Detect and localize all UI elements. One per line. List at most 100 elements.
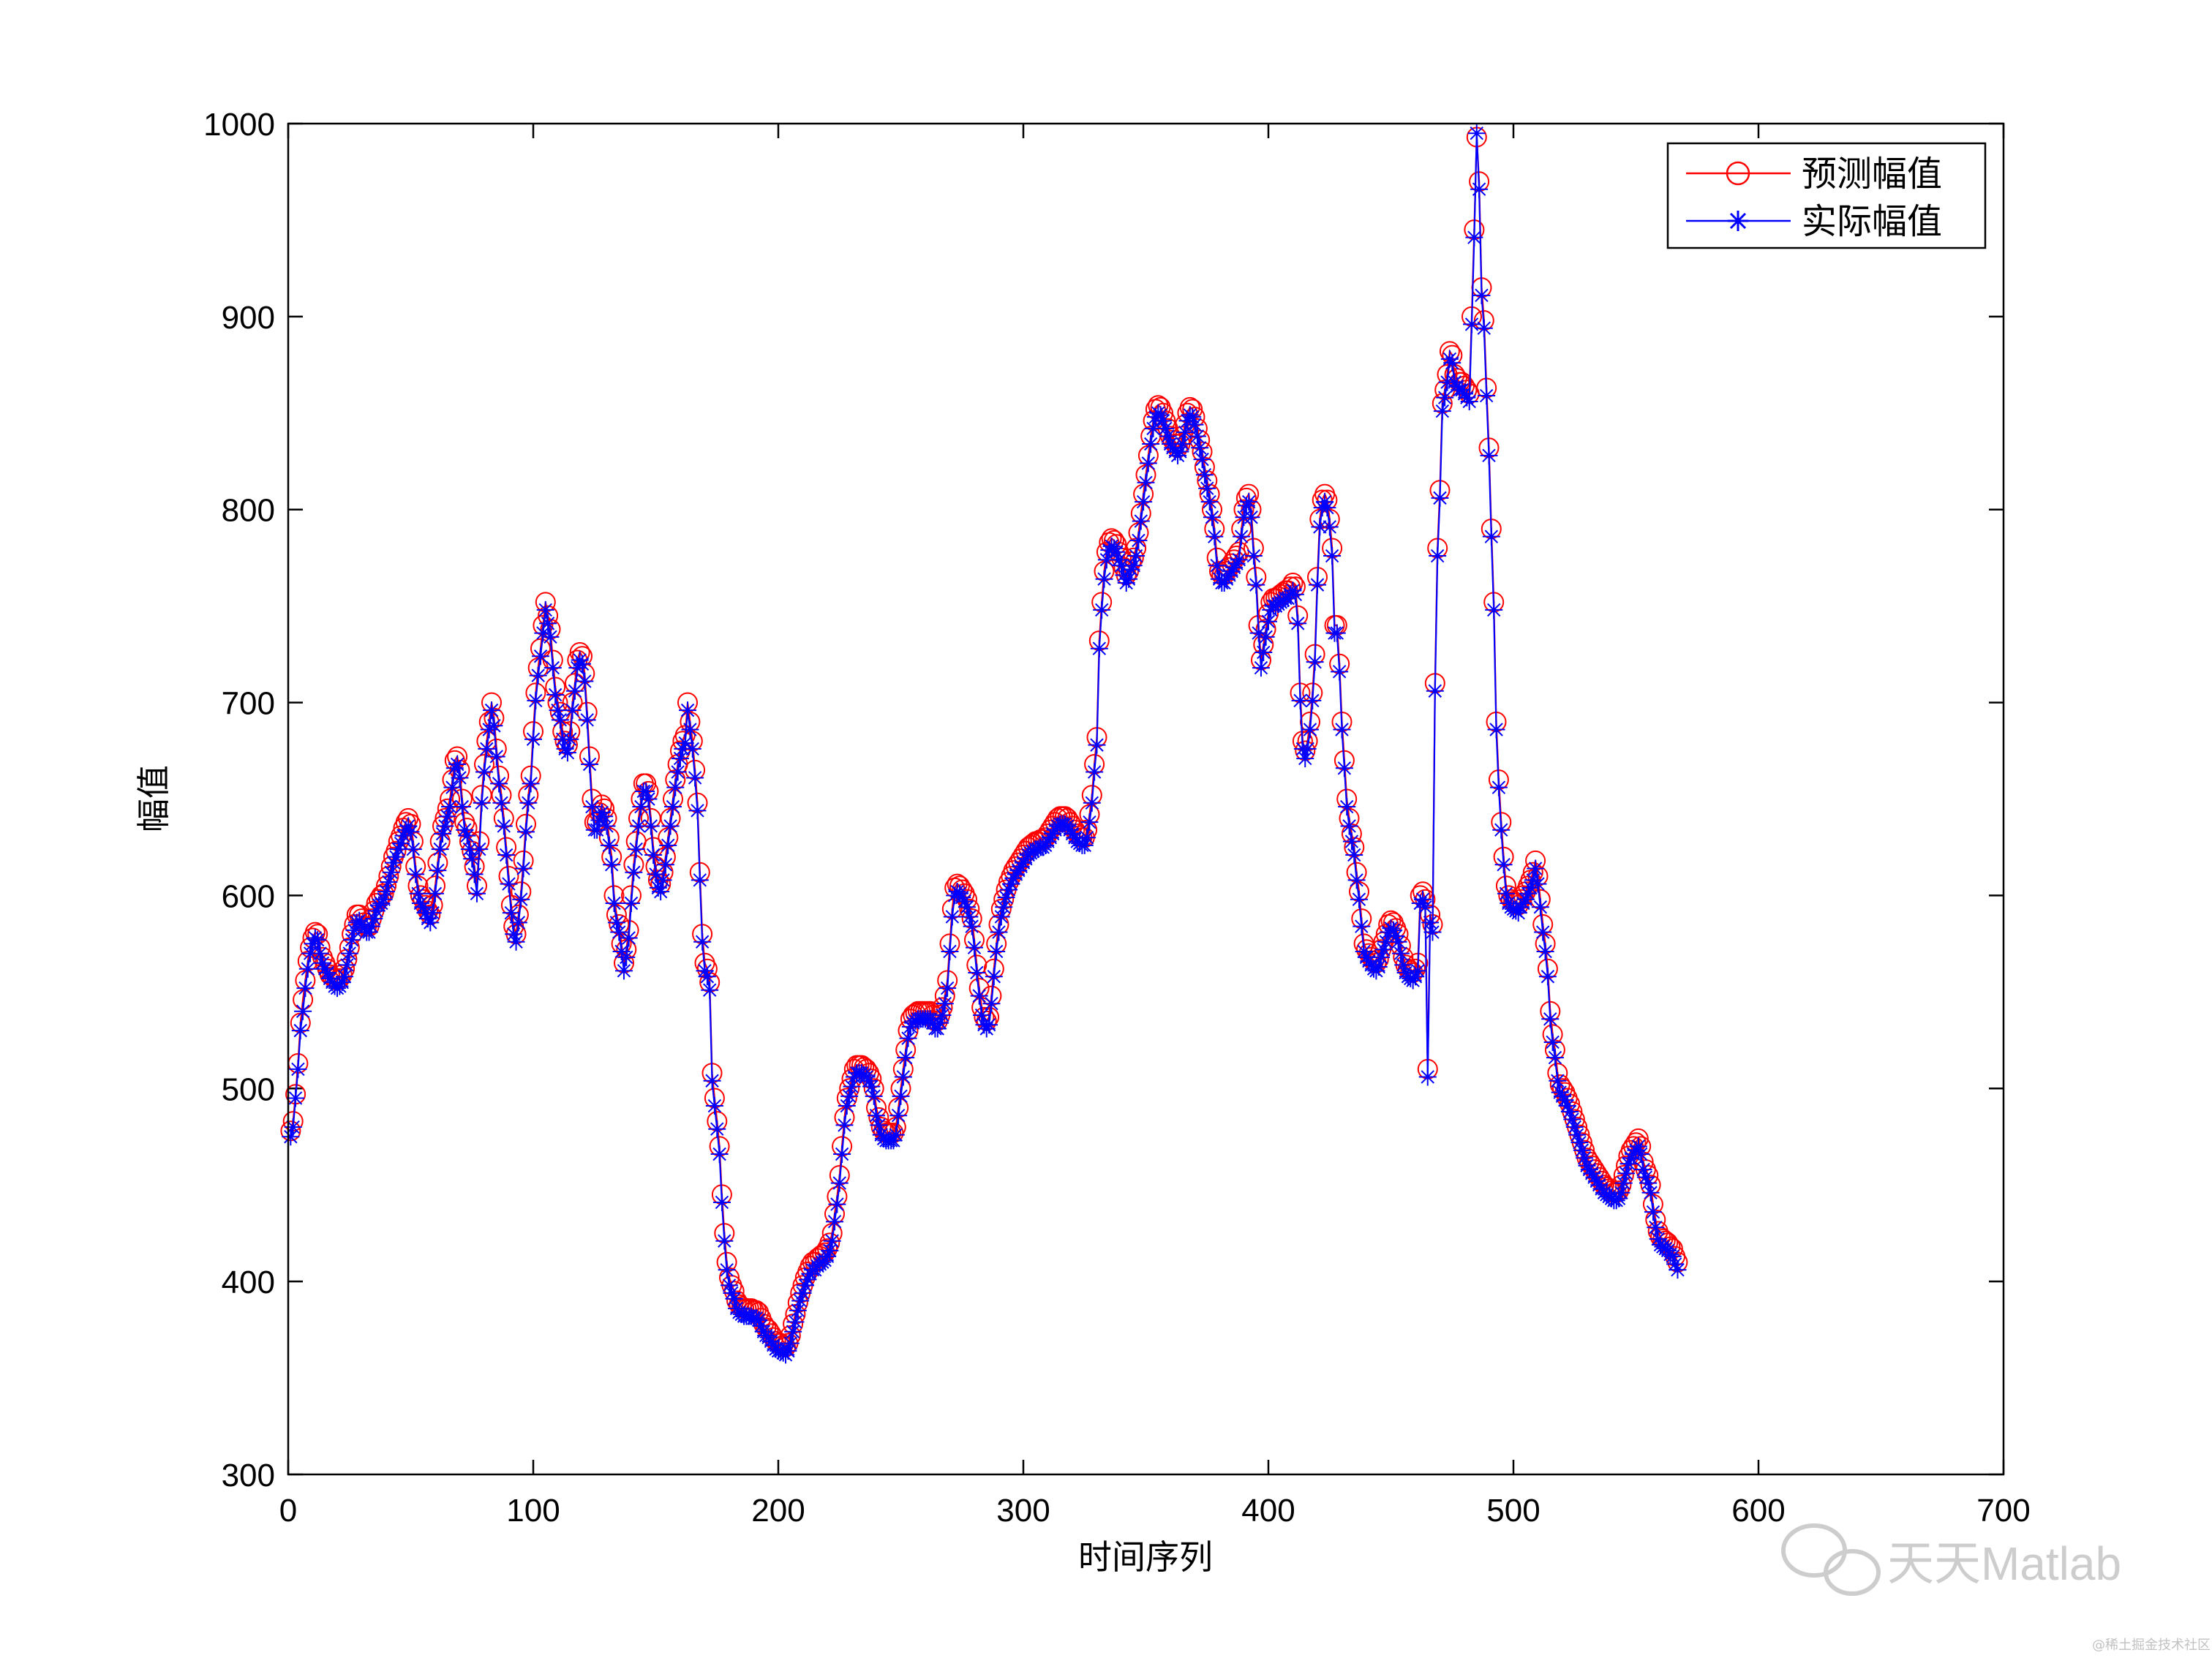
data-point	[1340, 817, 1358, 835]
data-point	[1587, 1172, 1606, 1190]
data-point	[992, 908, 1010, 926]
data-point	[500, 875, 518, 893]
data-point	[1480, 446, 1498, 464]
data-point	[830, 1174, 849, 1192]
data-point	[620, 929, 638, 947]
data-point	[453, 798, 471, 816]
data-point	[1627, 1141, 1645, 1159]
data-point	[892, 1087, 910, 1105]
data-point	[365, 910, 383, 928]
watermark-source: @稀土掘金技术社区	[2092, 1638, 2211, 1653]
data-point	[1012, 857, 1030, 875]
legend-label-predicted: 预测幅值	[1802, 154, 1942, 195]
data-point	[1186, 415, 1204, 434]
data-point	[1086, 763, 1104, 781]
data-point	[679, 701, 697, 720]
x-tick-label: 600	[1731, 1493, 1785, 1529]
data-point	[1489, 778, 1508, 796]
data-point	[588, 821, 606, 839]
data-point	[666, 778, 685, 796]
data-point	[1384, 921, 1402, 939]
data-point	[617, 948, 636, 966]
data-point	[336, 968, 354, 986]
data-point	[512, 890, 530, 908]
data-point	[980, 1016, 998, 1034]
data-point	[705, 1097, 723, 1115]
data-point	[1576, 1149, 1594, 1167]
data-point	[683, 739, 701, 758]
data-point	[396, 821, 415, 839]
data-point	[487, 747, 505, 766]
data-point	[1173, 435, 1192, 453]
data-point	[1178, 412, 1197, 430]
data-point	[1193, 451, 1211, 469]
data-point	[1573, 1141, 1591, 1159]
plot-area-background	[288, 124, 2004, 1474]
data-point	[1482, 527, 1500, 546]
data-point	[443, 778, 462, 796]
data-point	[1078, 829, 1096, 847]
data-point	[1198, 479, 1216, 497]
data-point	[1426, 682, 1444, 700]
data-point	[777, 1346, 795, 1364]
data-point	[571, 651, 589, 669]
data-point	[870, 1116, 888, 1134]
data-point	[331, 977, 349, 995]
data-point	[1543, 1033, 1562, 1051]
x-tick-label: 300	[996, 1493, 1050, 1529]
data-point	[565, 682, 584, 700]
data-point	[786, 1313, 805, 1331]
data-point	[551, 711, 569, 729]
data-point	[607, 913, 625, 932]
data-point	[1453, 381, 1471, 399]
data-point	[1176, 423, 1195, 442]
data-point	[558, 744, 576, 762]
data-point	[301, 944, 320, 962]
data-point	[1585, 1168, 1603, 1186]
data-point	[1129, 531, 1148, 549]
data-point	[642, 817, 660, 835]
data-point	[1080, 813, 1099, 832]
data-point	[821, 1241, 839, 1259]
data-point	[350, 911, 369, 930]
data-point	[669, 763, 687, 781]
x-tick-label: 200	[751, 1493, 805, 1529]
data-point	[1093, 600, 1111, 619]
data-point	[345, 921, 364, 939]
data-point	[696, 962, 714, 980]
data-point	[676, 734, 694, 752]
data-point	[857, 1068, 876, 1086]
data-point	[639, 790, 658, 808]
data-point	[1556, 1091, 1574, 1109]
data-point	[1374, 941, 1393, 959]
data-point	[1039, 832, 1057, 851]
data-point	[632, 798, 650, 816]
data-point	[835, 1116, 854, 1134]
series-layer	[280, 124, 1688, 1364]
data-point	[1639, 1174, 1658, 1192]
data-point	[654, 871, 672, 889]
data-point	[1433, 402, 1451, 421]
data-point	[868, 1107, 885, 1125]
data-point	[1612, 1183, 1630, 1202]
y-tick-label: 500	[222, 1071, 275, 1107]
data-point	[838, 1097, 856, 1115]
data-point	[1494, 856, 1513, 874]
data-point	[1614, 1174, 1633, 1192]
data-point	[1509, 904, 1527, 922]
data-point	[1058, 817, 1077, 835]
data-point	[320, 969, 339, 987]
data-point	[1460, 392, 1478, 410]
data-point	[977, 1020, 996, 1038]
data-point	[1485, 600, 1503, 619]
data-point	[1316, 493, 1334, 511]
data-point	[1304, 691, 1322, 709]
data-point	[1291, 691, 1309, 709]
data-point	[590, 811, 609, 829]
data-point	[294, 1002, 312, 1020]
data-point	[1448, 377, 1466, 395]
data-point	[1110, 551, 1128, 569]
data-point	[1191, 439, 1209, 457]
x-tick-label: 0	[279, 1493, 297, 1529]
data-point	[1306, 653, 1324, 671]
